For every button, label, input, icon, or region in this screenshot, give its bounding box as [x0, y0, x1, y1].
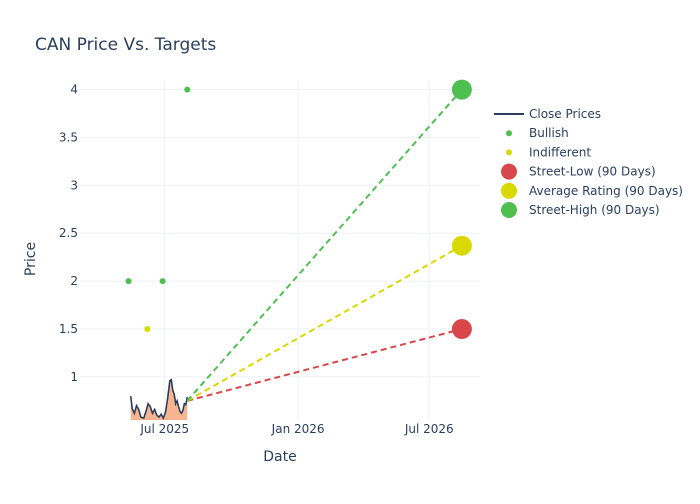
legend-item: Bullish: [506, 126, 569, 140]
legend-item: Indifferent: [506, 145, 591, 159]
legend-target-swatch: [501, 163, 517, 180]
chart-title: CAN Price Vs. Targets: [35, 35, 216, 55]
street_high-target-line: [186, 88, 463, 402]
legend-target-swatch: [501, 202, 517, 218]
y-tick-label: 1.5: [59, 322, 78, 336]
x-tick-label: Jul 2026: [404, 422, 454, 436]
legend-label: Street-High (90 Days): [529, 203, 660, 217]
legend-item: Street-High (90 Days): [501, 202, 660, 218]
bullish-rating-point: [159, 278, 166, 285]
legend: Close Prices Bullish Indifferent Street-Low…: [494, 107, 683, 218]
legend-label: Street-Low (90 Days): [529, 165, 656, 179]
average-target-line: [186, 244, 463, 402]
line-layer: [129, 88, 463, 420]
street_low-target-line: [186, 328, 463, 402]
y-tick-label: 4: [70, 83, 78, 97]
close-price-area: [130, 379, 188, 420]
y-tick-label: 2: [70, 274, 78, 288]
street_low-target-point: [451, 319, 472, 340]
legend-label: Indifferent: [529, 145, 591, 159]
y-axis-title: Price: [23, 242, 39, 276]
area-layer: [130, 379, 188, 420]
legend-dot-swatch: [506, 149, 512, 156]
x-tick-label: Jan 2026: [271, 422, 325, 436]
x-axis-title: Date: [263, 449, 296, 465]
indifferent-rating-point: [144, 326, 151, 333]
bullish-rating-point: [125, 278, 132, 285]
bullish-rating-point: [184, 86, 191, 93]
x-tick-label: Jul 2025: [139, 422, 189, 436]
legend-item: Average Rating (90 Days): [501, 182, 683, 199]
y-tick-label: 3.5: [59, 130, 78, 144]
y-tick-label: 1: [70, 370, 78, 384]
legend-item: Street-Low (90 Days): [501, 163, 656, 180]
axis-layer: 1 1.5 2 2.5 3 3.5 4 Jul 2025 Jan 2026 Jul 2026: [59, 83, 454, 436]
legend-label: Bullish: [529, 126, 569, 140]
legend-target-swatch: [501, 182, 517, 199]
y-tick-label: 3: [70, 178, 78, 192]
legend-label: Close Prices: [529, 107, 601, 121]
close-price-line: [129, 378, 189, 420]
y-tick-label: 2.5: [59, 226, 78, 240]
average-target-point: [451, 235, 472, 256]
legend-item: Close Prices: [494, 107, 601, 121]
legend-dot-swatch: [506, 130, 512, 137]
legend-label: Average Rating (90 Days): [529, 184, 683, 198]
street_high-target-point: [451, 79, 472, 100]
marker-layer: [125, 79, 472, 340]
